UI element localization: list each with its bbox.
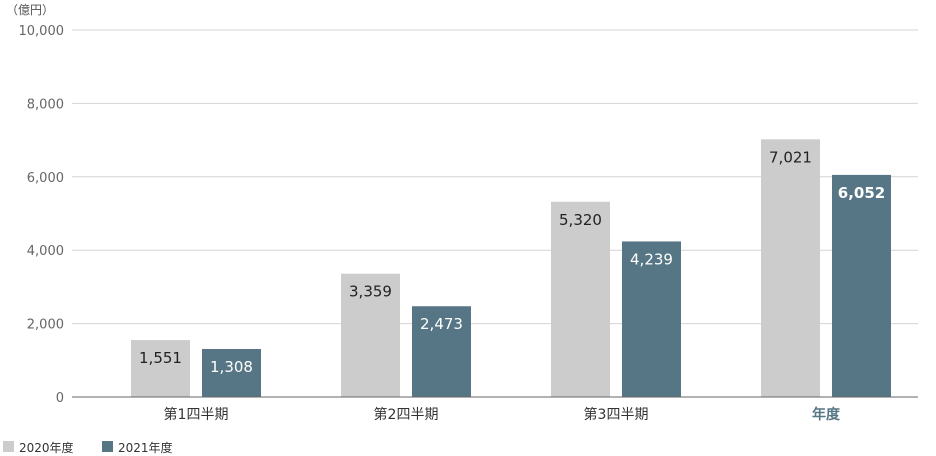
bar <box>551 201 610 397</box>
y-axis-ticks: 0 2,000 4,000 6,000 8,000 10,000 <box>19 24 65 406</box>
legend: 2020年度 2021年度 <box>3 440 173 455</box>
legend-swatch <box>102 441 113 452</box>
x-tick-label: 年度 <box>812 406 841 423</box>
y-tick-label: 4,000 <box>27 244 64 259</box>
bar <box>412 306 471 397</box>
x-tick-label: 第3四半期 <box>584 406 649 423</box>
data-label: 1,308 <box>210 358 253 376</box>
bar <box>832 174 891 397</box>
bar <box>622 241 681 397</box>
data-label: 3,359 <box>349 283 392 301</box>
legend-label: 2021年度 <box>118 440 173 455</box>
bar <box>341 273 400 397</box>
y-tick-label: 8,000 <box>27 97 64 112</box>
data-label: 2,473 <box>420 315 463 333</box>
x-tick-label: 第1四半期 <box>164 406 229 423</box>
bar <box>202 348 261 397</box>
unit-label: （億円） <box>6 3 54 17</box>
legend-label: 2020年度 <box>19 440 74 455</box>
y-tick-label: 10,000 <box>19 24 65 39</box>
data-label: 5,320 <box>559 211 602 229</box>
y-tick-label: 6,000 <box>27 171 64 186</box>
y-tick-label: 0 <box>56 391 64 406</box>
data-label: 6,052 <box>838 184 885 202</box>
bar <box>761 139 820 398</box>
x-tick-label: 第2四半期 <box>374 406 439 423</box>
bar <box>131 340 190 397</box>
x-axis-categories: 第1四半期 第2四半期 第3四半期 年度 <box>164 406 841 423</box>
data-label: 7,021 <box>769 148 812 166</box>
value-labels: 1,551 1,308 3,359 2,473 5,320 4,239 7,021 6,052 <box>139 148 885 376</box>
legend-swatch <box>3 441 14 452</box>
bars <box>131 139 891 398</box>
data-label: 1,551 <box>139 349 182 367</box>
y-tick-label: 2,000 <box>27 318 64 333</box>
data-label: 4,239 <box>630 250 673 268</box>
